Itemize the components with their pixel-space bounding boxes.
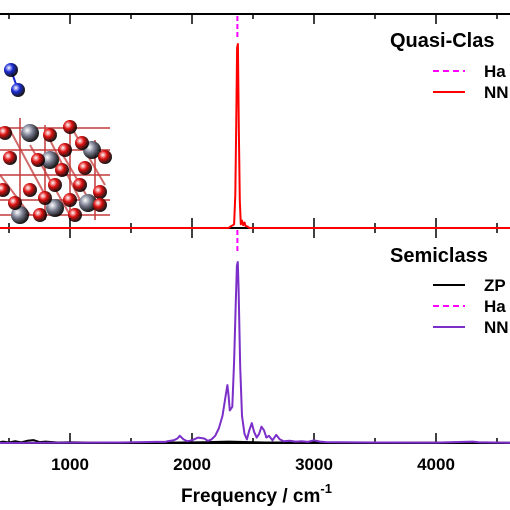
oxygen-atom <box>93 198 107 212</box>
metal-atom <box>21 124 39 142</box>
x-tick-label: 4000 <box>417 455 455 474</box>
oxygen-atom <box>58 143 72 157</box>
oxygen-atom <box>8 196 22 210</box>
x-tick-label: 3000 <box>295 455 333 474</box>
nitrogen-atom <box>4 63 18 77</box>
panel-title: Semiclass <box>390 245 488 267</box>
oxygen-atom <box>98 150 112 164</box>
nitrogen-atom <box>11 83 25 97</box>
metal-atom <box>11 206 29 224</box>
metal-atom <box>41 151 59 169</box>
panel-title: Quasi-Clas <box>390 30 494 52</box>
oxygen-atom <box>63 120 77 134</box>
oxygen-atom <box>55 163 69 177</box>
oxygen-atom <box>3 151 17 165</box>
legend-label: Ha <box>484 297 506 316</box>
x-axis-tick-labels: 1000 2000 3000 4000 <box>51 455 455 474</box>
legend-label: NN <box>484 83 509 102</box>
x-axis-title: Frequency / cm-1 <box>181 481 332 507</box>
lattice-bond <box>9 129 46 196</box>
oxygen-atom <box>0 126 12 140</box>
metal-atom <box>79 194 97 212</box>
series-line-nn <box>0 43 510 229</box>
semiclassical-panel: Semiclass ZP Ha NN <box>0 230 510 444</box>
legend-label: Ha <box>484 62 506 81</box>
oxygen-atom <box>0 183 10 197</box>
oxygen-atom <box>68 208 82 222</box>
quasi-classical-panel: Quasi-Clas Ha NN <box>0 16 510 229</box>
x-tick-label: 1000 <box>51 455 89 474</box>
oxygen-atom <box>93 185 107 199</box>
oxygen-atom <box>38 191 52 205</box>
metal-atom <box>46 199 64 217</box>
oxygen-atom <box>78 161 92 175</box>
oxygen-atom <box>75 136 89 150</box>
series-line-nn <box>0 261 510 444</box>
molecule-on-surface-icon <box>0 63 112 224</box>
x-tick-label: 2000 <box>173 455 211 474</box>
oxygen-atom <box>73 178 87 192</box>
oxygen-atom <box>48 178 62 192</box>
oxygen-atom <box>23 183 37 197</box>
oxygen-atom <box>33 208 47 222</box>
oxygen-atom <box>31 153 45 167</box>
oxygen-atom <box>63 193 77 207</box>
legend-label: ZP <box>484 276 506 295</box>
oxygen-atom <box>43 128 57 142</box>
legend-label: NN <box>484 318 509 337</box>
